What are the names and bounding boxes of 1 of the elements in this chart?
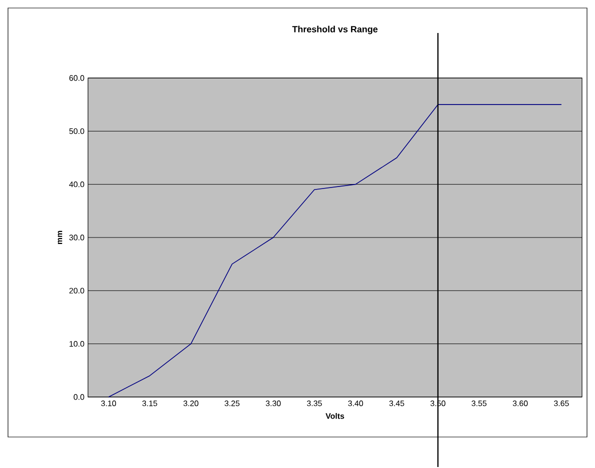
chart-title: Threshold vs Range xyxy=(292,26,378,34)
